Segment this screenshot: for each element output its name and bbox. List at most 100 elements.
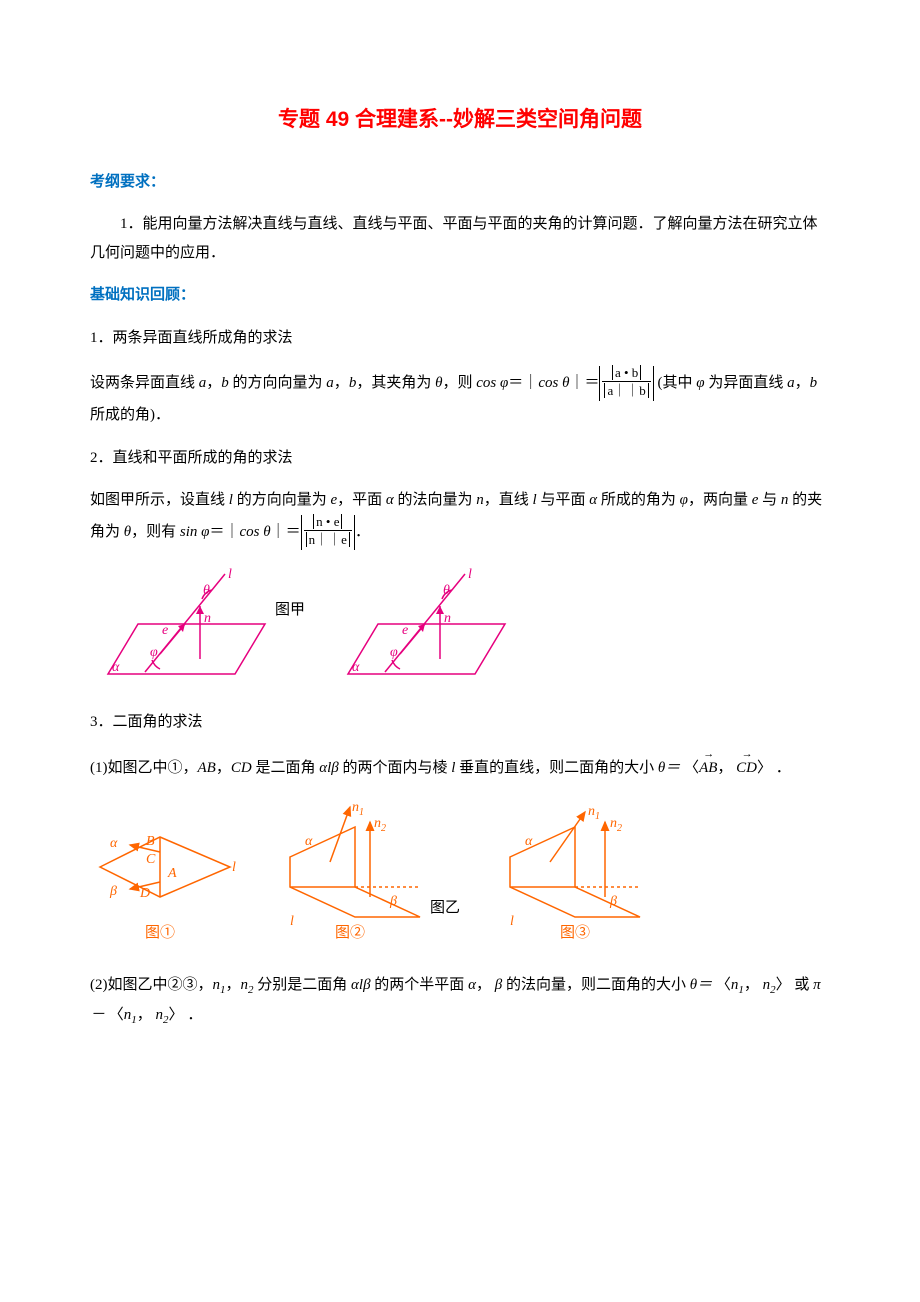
text: ，平面 [337, 492, 386, 508]
vector-CD: CD [736, 750, 757, 783]
svg-text:β: β [609, 894, 617, 909]
var-theta: θ [263, 524, 270, 540]
svg-text:β: β [109, 884, 117, 899]
svg-text:l: l [232, 860, 236, 875]
label-l: l [228, 567, 232, 582]
var-b: b [221, 375, 229, 391]
text: 的方向向量为 [229, 375, 327, 391]
angle-close: 〉 [776, 977, 791, 993]
text: 所成的角)． [90, 407, 170, 423]
text: 与 [758, 492, 781, 508]
figure-jia-label: 图甲 [275, 601, 305, 618]
text: 的法向量为 [394, 492, 477, 508]
var-b: b [810, 375, 818, 391]
label-n: n [204, 611, 211, 626]
angle-close: 〉 [169, 1007, 184, 1023]
text: (其中 [654, 375, 697, 391]
subhead-1: 1．两条异面直线所成角的求法 [90, 324, 830, 353]
var-n2: n [763, 977, 771, 993]
var-a: a [787, 375, 795, 391]
var-n1: n [213, 977, 221, 993]
svg-text:n2: n2 [374, 816, 386, 834]
abs-num: a • b [612, 365, 641, 380]
text: ， [795, 375, 810, 391]
angle-open: 〈 [684, 760, 699, 776]
text: ＝ [286, 524, 301, 540]
var-n2: n [241, 977, 249, 993]
text: 所成的角为 [597, 492, 680, 508]
angle-open: 〈 [109, 1007, 124, 1023]
text: 为异面直线 [705, 375, 788, 391]
paragraph-skew-lines: 设两条异面直线 a，b 的方向向量为 a，b，其夹角为 θ，则 cos φ＝｜c… [90, 366, 830, 430]
text: ，两向量 [688, 492, 752, 508]
text: ，则 [442, 375, 476, 391]
text: ，其夹角为 [356, 375, 435, 391]
text: ， [226, 977, 241, 993]
fn-sin: sin [180, 524, 198, 540]
text: 的两个半平面 [371, 977, 469, 993]
label-theta: θ [203, 583, 210, 598]
svg-text:α: α [352, 660, 360, 675]
text: ＝ [508, 375, 523, 391]
svg-text:B: B [146, 834, 155, 849]
svg-text:n1: n1 [588, 804, 600, 822]
label-e: e [162, 623, 168, 638]
text: ｜ [271, 524, 286, 540]
svg-text:φ: φ [390, 645, 398, 660]
figure-yi: α β B C A D l 图① α β l n1 n2 图② 图乙 [90, 797, 710, 957]
var-phi: φ [696, 375, 704, 391]
text: ， [206, 375, 221, 391]
svg-text:β: β [389, 894, 397, 909]
svg-text:C: C [146, 852, 156, 867]
label-phi: φ [150, 645, 158, 660]
text: 与平面 [537, 492, 590, 508]
vector-AB: AB [699, 750, 717, 783]
fn-cos: cos [240, 524, 260, 540]
abs-den-part: a｜｜b [604, 383, 648, 398]
text: ． [355, 524, 370, 540]
svg-text:l: l [510, 914, 514, 929]
figure-yi-row: α β B C A D l 图① α β l n1 n2 图② 图乙 [90, 797, 830, 957]
text: 的法向量，则二面角的大小 [502, 977, 690, 993]
var-phi: φ [680, 492, 688, 508]
text: ｜ [523, 375, 538, 391]
fig-label-yi: 图乙 [430, 899, 460, 916]
var-alb: α­l­β [351, 977, 371, 993]
var-alpha: α [386, 492, 394, 508]
abs-num: n • e [313, 514, 342, 529]
text: (2)如图乙中②③， [90, 977, 213, 993]
text: (1)如图乙中①， [90, 760, 198, 776]
text: 垂直的直线，则二面角的大小 [455, 760, 658, 776]
fig-label-3: 图③ [560, 924, 590, 941]
figure-jia: l θ e n φ α 图甲 l θ e n φ α [90, 564, 520, 694]
text: ， [717, 760, 732, 776]
var-a: a [326, 375, 334, 391]
subhead-3: 3．二面角的求法 [90, 708, 830, 737]
text: ＝ [209, 524, 224, 540]
var-alb: α­l­β [319, 760, 339, 776]
paragraph-dihedral-2: (2)如图乙中②③，n1，n2 分别是二面角 α­l­β 的两个半平面 α， β… [90, 971, 830, 1031]
text: ＝ [584, 375, 599, 391]
text: 的方向向量为 [233, 492, 331, 508]
var-alpha: α [589, 492, 597, 508]
text: 如图甲所示，设直线 [90, 492, 229, 508]
text: 是二面角 [252, 760, 320, 776]
abs-den-part: n｜｜e [306, 532, 350, 547]
fig-label-1: 图① [145, 924, 175, 941]
var-n: n [476, 492, 484, 508]
var-n2: n [156, 1007, 164, 1023]
svg-text:l: l [468, 567, 472, 582]
page-title: 专题 49 合理建系--妙解三类空间角问题 [90, 100, 830, 140]
var-CD: CD [231, 760, 252, 776]
fn-cos: cos [476, 375, 496, 391]
svg-text:n: n [444, 611, 451, 626]
text: 设两条异面直线 [90, 375, 199, 391]
text: ｜ [569, 375, 584, 391]
text: ｜ [225, 524, 240, 540]
text: ，则有 [131, 524, 180, 540]
angle-close: 〉 [757, 760, 772, 776]
abs-fraction: n • e n｜｜e [301, 515, 355, 550]
text: 的两个面内与棱 [339, 760, 452, 776]
var-theta-eq: θ＝ [658, 760, 680, 776]
svg-text:e: e [402, 623, 408, 638]
